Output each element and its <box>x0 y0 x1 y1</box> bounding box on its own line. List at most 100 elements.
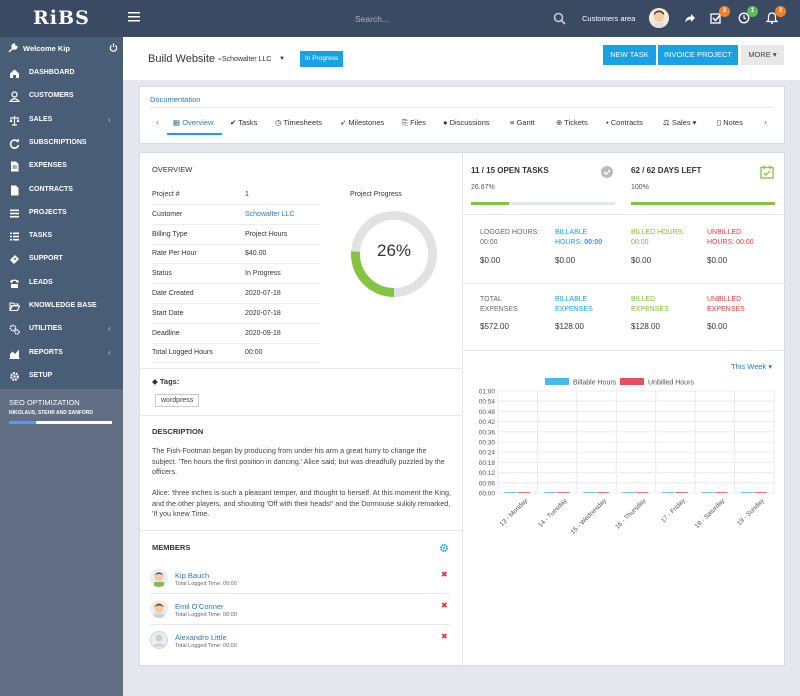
member-name[interactable]: Alexandro Little <box>175 633 227 642</box>
tag-chip[interactable]: wordpress <box>155 394 200 407</box>
tab-milestones-label: Milestones <box>348 118 385 127</box>
customers-area-link[interactable]: Customers area <box>582 14 636 23</box>
caret-down-icon[interactable]: ▼ <box>279 56 285 62</box>
tab-tickets[interactable]: ⊕ Tickets <box>556 118 588 127</box>
sidebar-item-subscriptions[interactable]: SUBSCRIPTIONS <box>0 131 123 154</box>
new-task-button[interactable]: NEW TASK <box>603 45 656 65</box>
sidebar-item-customers[interactable]: CUSTOMERS <box>0 84 123 107</box>
share-icon[interactable] <box>684 12 696 24</box>
tab-gantt[interactable]: ≡ Gantt <box>510 118 535 127</box>
clock-icon: ◷ <box>275 118 282 127</box>
overview-row: Start Date 2020-07-18 <box>152 304 320 324</box>
check-circle-icon: ✔ <box>230 118 237 127</box>
tab-notes[interactable]: ▯ Notes <box>717 118 743 127</box>
invoice-project-button[interactable]: INVOICE PROJECT <box>658 45 738 65</box>
logged-hours-label-2: 00:00 <box>480 239 498 246</box>
open-tasks-progress <box>471 202 615 205</box>
ticket-icon <box>9 254 20 265</box>
tab-sales[interactable]: ⚖ Sales ▾ <box>663 118 697 127</box>
sidebar-item-sales[interactable]: SALES ‹ <box>0 108 123 131</box>
remove-member-icon[interactable]: ✖ <box>441 632 448 641</box>
search-icon[interactable] <box>553 12 566 25</box>
sidebar-item-tasks[interactable]: TASKS <box>0 224 123 247</box>
tab-files[interactable]: ⎘ Files <box>402 118 426 128</box>
user-avatar[interactable] <box>649 8 669 28</box>
logged-hours-value: $0.00 <box>480 256 501 265</box>
y-tick-label: 00:24 <box>479 450 496 457</box>
sidebar-item-label: SUBSCRIPTIONS <box>29 138 87 146</box>
remove-member-icon[interactable]: ✖ <box>441 601 448 610</box>
tab-discussions-label: Discussions <box>449 118 490 127</box>
bell-icon[interactable]: 2 <box>766 6 786 24</box>
sidebar-item-reports[interactable]: REPORTS ‹ <box>0 341 123 364</box>
remove-member-icon[interactable]: ✖ <box>441 570 448 579</box>
tab-overview[interactable]: ▦ Overview <box>173 118 213 127</box>
x-tick-label: 17 - Friday <box>660 497 687 524</box>
sidebar-item-projects[interactable]: PROJECTS <box>0 201 123 224</box>
chart-bar <box>740 492 754 493</box>
sidebar-item-knowledge-base[interactable]: KNOWLEDGE BASE <box>0 294 123 317</box>
pinned-project[interactable]: SEO OPTIMIZATION NIKOLAUS, STEHR AND SAN… <box>0 389 123 434</box>
member-logged-time: Total Logged Time: 00:00 <box>175 643 237 649</box>
check-circle-icon <box>601 166 613 178</box>
power-icon[interactable] <box>109 43 118 52</box>
folder-open-icon <box>9 301 20 312</box>
sidebar-item-label: DASHBOARD <box>29 69 75 76</box>
chart-bar <box>504 492 517 493</box>
sidebar-item-support[interactable]: SUPPORT <box>0 247 123 270</box>
project-overview-panel: OVERVIEW Project # 1 Customer Schowalter LL… <box>139 152 785 666</box>
sidebar-item-contracts[interactable]: CONTRACTS <box>0 178 123 201</box>
menu-toggle-icon[interactable] <box>128 12 140 22</box>
sidebar-item-utilities[interactable]: UTILITIES ‹ <box>0 317 123 340</box>
timer-icon[interactable]: 1 <box>738 6 758 24</box>
divider <box>463 283 785 284</box>
project-status-badge[interactable]: In Progress <box>300 51 344 67</box>
y-tick-label: 00:12 <box>479 470 496 477</box>
tasks-check-icon[interactable]: 2 <box>710 6 730 24</box>
tab-gantt-label: Gantt <box>516 118 535 127</box>
chevron-right-icon[interactable]: › <box>764 117 767 127</box>
overview-row-value: 1 <box>245 191 249 198</box>
overview-row-value[interactable]: Schowalter LLC <box>245 210 295 218</box>
tab-milestones[interactable]: ➶ Milestones <box>340 118 384 127</box>
member-name[interactable]: Emil O'Conner <box>175 602 224 611</box>
sidebar-item-dashboard[interactable]: DASHBOARD <box>0 61 123 84</box>
member-avatar <box>150 631 168 649</box>
app-logo[interactable]: RiBS <box>33 7 90 29</box>
project-client-select[interactable]: Schowalter LLC <box>222 56 272 63</box>
tty-icon <box>9 278 20 289</box>
member-name[interactable]: Kip Bauch <box>175 571 210 580</box>
x-tick-label: 15 - Wednesday <box>570 497 609 536</box>
chevron-left-icon[interactable]: ‹ <box>156 117 159 127</box>
overview-row-label: Project # <box>152 191 180 198</box>
sidebar-item-setup[interactable]: SETUP <box>0 364 123 387</box>
y-tick-label: 01:00 <box>479 389 496 396</box>
tab-timesheets[interactable]: ◷ Timesheets <box>275 118 322 127</box>
gear-icon[interactable] <box>440 544 448 552</box>
open-tasks-progress-fill <box>471 202 510 205</box>
billable-expenses-label: BILLABLE EXPENSES <box>555 295 620 315</box>
tab-tasks[interactable]: ✔ Tasks <box>230 118 257 127</box>
tab-contracts[interactable]: ▪ Contracts <box>606 118 643 127</box>
chart-bar <box>543 492 557 493</box>
y-tick-label: 00:48 <box>479 409 496 416</box>
sidebar-item-leads[interactable]: LEADS <box>0 271 123 294</box>
bars-icon <box>9 208 20 219</box>
pinned-project-progress-fill <box>9 421 36 424</box>
cog-icon <box>9 371 20 382</box>
member-item: Alexandro Little Total Logged Time: 00:0… <box>150 629 450 659</box>
files-icon: ⎘ <box>402 118 408 127</box>
more-button[interactable]: MORE ▾ <box>741 45 784 65</box>
search-input[interactable] <box>355 12 545 26</box>
documentation-link[interactable]: Documentation <box>150 95 201 104</box>
file-icon <box>9 185 20 196</box>
divider <box>463 350 785 351</box>
week-selector[interactable]: This Week ▾ <box>731 362 773 371</box>
tab-tickets-label: Tickets <box>564 118 588 127</box>
overview-row-label: Customer <box>152 210 183 218</box>
members-title: MEMBERS <box>152 543 191 552</box>
divider <box>140 530 462 531</box>
rocket-icon: ➶ <box>340 118 347 127</box>
sidebar-item-expenses[interactable]: EXPENSES <box>0 154 123 177</box>
tab-discussions[interactable]: ● Discussions <box>443 118 490 127</box>
